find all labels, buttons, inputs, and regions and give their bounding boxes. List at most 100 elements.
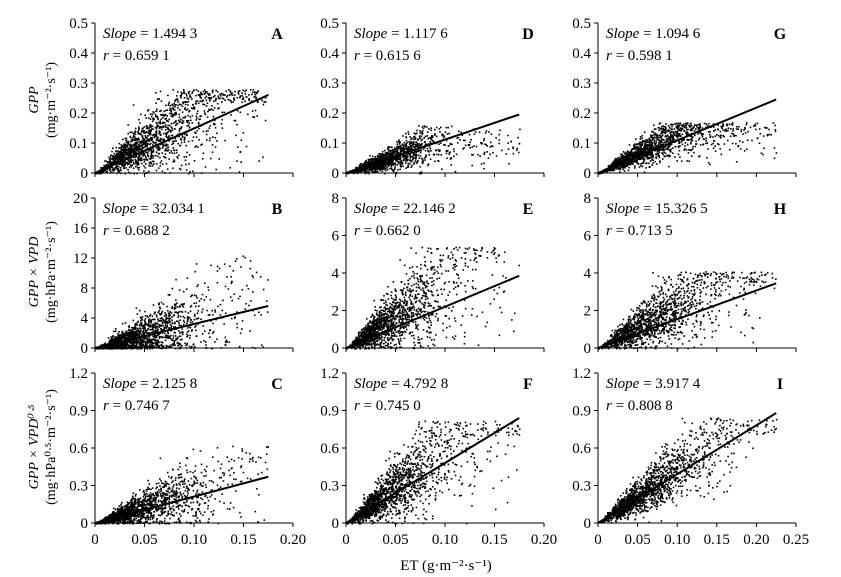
data-point bbox=[198, 504, 200, 507]
data-point bbox=[126, 511, 128, 514]
data-point bbox=[176, 342, 179, 345]
data-point bbox=[177, 99, 179, 101]
data-point bbox=[136, 145, 138, 148]
data-point bbox=[250, 100, 253, 103]
data-point bbox=[192, 107, 194, 110]
data-point bbox=[159, 507, 162, 509]
data-point bbox=[108, 347, 111, 350]
data-point bbox=[132, 495, 134, 498]
data-point bbox=[249, 260, 252, 262]
data-point bbox=[126, 341, 129, 344]
data-point bbox=[164, 339, 167, 342]
data-point bbox=[138, 155, 141, 158]
data-point bbox=[152, 151, 154, 153]
data-point bbox=[265, 300, 268, 302]
data-point bbox=[229, 265, 231, 267]
data-point bbox=[167, 475, 170, 478]
data-point bbox=[163, 327, 166, 330]
data-point bbox=[195, 136, 198, 138]
data-point bbox=[141, 505, 143, 508]
data-point bbox=[164, 149, 167, 152]
data-point bbox=[155, 139, 158, 141]
data-point bbox=[154, 329, 157, 331]
data-point bbox=[145, 127, 148, 130]
data-point bbox=[123, 154, 125, 156]
data-point bbox=[120, 152, 122, 154]
data-point bbox=[264, 119, 267, 122]
data-point bbox=[142, 151, 145, 154]
data-point bbox=[222, 480, 225, 482]
data-point bbox=[176, 156, 178, 158]
data-point bbox=[187, 312, 190, 314]
data-point bbox=[163, 501, 166, 503]
data-point bbox=[165, 499, 167, 501]
data-point bbox=[184, 103, 187, 106]
data-point bbox=[136, 506, 138, 509]
data-point bbox=[199, 118, 201, 121]
data-point bbox=[140, 323, 143, 326]
data-point bbox=[114, 508, 117, 511]
data-point bbox=[136, 147, 138, 150]
data-point bbox=[129, 143, 132, 146]
data-point bbox=[108, 160, 111, 163]
data-point bbox=[490, 133, 493, 135]
data-point bbox=[119, 163, 122, 165]
data-point bbox=[201, 311, 203, 313]
data-point bbox=[142, 516, 145, 518]
data-point bbox=[181, 111, 184, 113]
data-point bbox=[154, 126, 157, 129]
data-point bbox=[109, 155, 112, 158]
data-point bbox=[145, 330, 147, 332]
data-point bbox=[152, 141, 154, 143]
data-point bbox=[135, 509, 138, 511]
data-point bbox=[239, 151, 242, 154]
data-point bbox=[138, 138, 140, 140]
data-point bbox=[159, 110, 161, 113]
data-point bbox=[138, 509, 141, 511]
data-point bbox=[153, 118, 155, 121]
data-point bbox=[181, 119, 184, 122]
data-point bbox=[148, 498, 150, 501]
data-point bbox=[155, 110, 158, 113]
data-point bbox=[149, 325, 151, 327]
data-point bbox=[143, 319, 146, 322]
data-point bbox=[182, 315, 185, 318]
data-point bbox=[194, 146, 196, 148]
data-point bbox=[108, 345, 111, 347]
data-point bbox=[178, 519, 181, 522]
data-point bbox=[147, 512, 150, 515]
data-point bbox=[146, 125, 148, 128]
data-point bbox=[127, 505, 130, 508]
data-point bbox=[169, 311, 171, 313]
data-point bbox=[171, 307, 173, 310]
data-point bbox=[124, 332, 127, 334]
data-point bbox=[135, 493, 137, 496]
data-point bbox=[205, 90, 208, 93]
data-point bbox=[195, 324, 197, 327]
data-point bbox=[141, 318, 144, 321]
data-point bbox=[233, 478, 235, 481]
data-point bbox=[194, 470, 196, 472]
data-point bbox=[111, 345, 113, 347]
data-point bbox=[132, 492, 135, 495]
data-point bbox=[186, 342, 189, 345]
data-point bbox=[144, 114, 146, 117]
data-point bbox=[216, 140, 218, 142]
data-point bbox=[205, 133, 208, 136]
data-point bbox=[137, 505, 139, 508]
data-point bbox=[146, 109, 149, 112]
data-point bbox=[137, 131, 139, 133]
data-point bbox=[172, 343, 175, 345]
data-point bbox=[127, 168, 129, 171]
data-point bbox=[126, 344, 128, 347]
data-point bbox=[111, 348, 114, 350]
data-point bbox=[142, 327, 145, 330]
data-point bbox=[147, 332, 149, 335]
data-point bbox=[109, 514, 112, 517]
data-point bbox=[371, 170, 373, 172]
panel-b-slope-annotation: Slope = 32.034 1 bbox=[103, 201, 205, 217]
data-point bbox=[102, 521, 104, 523]
data-point bbox=[128, 341, 131, 343]
data-point bbox=[181, 305, 184, 307]
data-point bbox=[125, 337, 128, 340]
